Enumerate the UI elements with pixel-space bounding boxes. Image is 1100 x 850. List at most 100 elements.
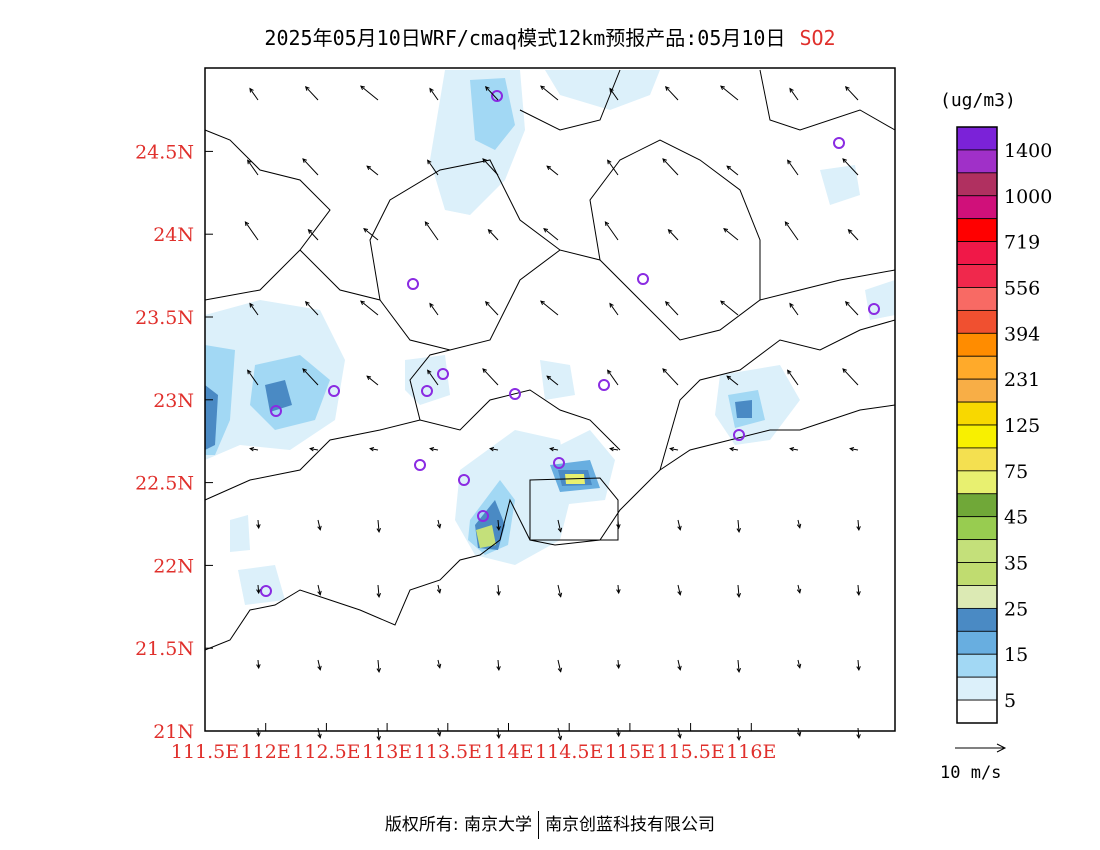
wind-arrow — [249, 303, 259, 316]
colorbar-label: 15 — [1004, 644, 1028, 666]
wind-arrow-head — [376, 593, 382, 599]
wind-arrow — [737, 727, 740, 740]
wind-arrow-head — [302, 368, 307, 373]
wind-arrow — [437, 519, 441, 528]
station-marker — [477, 510, 489, 522]
wind-arrow — [737, 519, 740, 532]
wind-arrow — [540, 85, 559, 101]
wind-arrow-head — [736, 736, 742, 742]
wind-arrow — [490, 448, 499, 451]
wind-arrow — [557, 659, 562, 672]
wind-arrow-head — [736, 668, 742, 674]
wind-arrow — [797, 584, 801, 593]
wind-arrow — [677, 659, 681, 670]
colorbar-label: 1400 — [1004, 140, 1052, 162]
wind-arrow-head — [424, 221, 430, 227]
station-marker — [598, 379, 610, 391]
wind-arrow — [730, 448, 739, 451]
wind-arrow-head — [726, 375, 732, 381]
colorbar-swatch — [956, 424, 998, 449]
wind-arrow — [662, 368, 679, 386]
colorbar-swatch — [956, 195, 998, 220]
colorbar-swatch — [956, 378, 998, 403]
wind-arrow — [850, 448, 859, 451]
wind-arrow — [430, 448, 439, 451]
wind-arrow — [787, 159, 799, 176]
wind-arrow-head — [796, 731, 802, 737]
wind-arrow-head — [607, 159, 612, 165]
colorbar-label: 125 — [1004, 415, 1040, 437]
lat-tick-label: 21.5N — [135, 638, 194, 660]
wind-arrow — [360, 300, 379, 316]
lon-tick-label: 115E — [605, 741, 655, 763]
station-markers — [260, 90, 880, 597]
wind-arrow-head — [789, 87, 794, 93]
station-marker — [491, 90, 503, 102]
colorbar-label: 5 — [1004, 690, 1016, 712]
wind-arrow-head — [557, 592, 563, 598]
wind-arrow-head — [427, 159, 432, 165]
colorbar-label: 1000 — [1004, 186, 1052, 208]
wind-arrow — [305, 301, 319, 316]
wind-arrow — [377, 727, 380, 740]
wind-arrow-head — [664, 301, 670, 306]
wind-arrow-head — [244, 221, 250, 227]
wind-arrow-head — [796, 663, 802, 669]
wind-arrow — [546, 165, 559, 176]
colorbar-swatch — [956, 332, 998, 357]
wind-arrow-head — [247, 159, 252, 165]
wind-arrow — [485, 301, 499, 316]
colorbar-label: 45 — [1004, 507, 1028, 529]
title-text: 2025年05月10日WRF/cmaq模式12km预报产品:05月10日 — [264, 26, 786, 50]
wind-arrow-head — [616, 524, 621, 530]
wind-arrow-head — [436, 663, 442, 669]
wind-arrow — [842, 368, 859, 386]
wind-arrow — [790, 448, 799, 451]
lon-tick-label: 116E — [726, 741, 776, 763]
colorbar-swatch — [956, 493, 998, 518]
wind-arrow-head — [796, 588, 802, 594]
lon-tick-label: 113.5E — [414, 741, 482, 763]
wind-arrow-head — [789, 302, 794, 308]
lat-tick-label: 23.5N — [135, 307, 194, 329]
station-marker — [833, 137, 845, 149]
wind-arrow-head — [607, 369, 612, 375]
wind-arrow — [250, 448, 259, 451]
colorbar-label: 556 — [1004, 277, 1040, 299]
longitude-axis: 111.5E 112E 112.5E 113E 113.5E 114E 114.5E 115E… — [171, 723, 776, 763]
colorbar-swatch — [956, 241, 998, 265]
wind-arrow — [784, 221, 799, 241]
wind-arrow-head — [677, 733, 682, 739]
wind-arrow-head — [787, 369, 792, 375]
colorbar-swatch — [956, 172, 998, 197]
wind-arrow — [302, 368, 319, 386]
wind-arrow-head — [429, 302, 434, 308]
lat-tick-label: 22N — [153, 555, 194, 577]
wind-arrow-head — [789, 446, 795, 452]
wind-arrow-head — [546, 375, 552, 381]
wind-arrow-head — [363, 227, 369, 233]
wind-arrow-head — [436, 523, 442, 529]
credit-left: 版权所有: 南京大学 — [384, 815, 533, 835]
wind-arrow-head — [366, 165, 372, 171]
wind-arrow — [482, 158, 499, 176]
wind-arrow — [257, 659, 260, 669]
wind-arrow-head — [609, 446, 615, 452]
wind-arrow-head — [496, 526, 501, 532]
lat-tick-label: 22.5N — [135, 473, 194, 495]
wind-arrow — [857, 659, 860, 671]
wind-arrow-head — [616, 589, 621, 595]
wind-arrow-head — [842, 158, 847, 163]
wind-arrow — [497, 519, 500, 531]
wind-arrow — [557, 584, 562, 597]
colorbar-swatch — [956, 447, 998, 472]
wind-arrow — [257, 584, 260, 594]
colorbar-swatch — [956, 516, 998, 541]
colorbar-swatch — [956, 585, 998, 609]
wind-arrow-head — [496, 734, 501, 740]
wind-arrow — [485, 86, 499, 101]
wind-arrow-head — [429, 87, 434, 93]
wind-arrow — [797, 727, 801, 736]
wind-arrow-head — [677, 525, 682, 531]
wind-arrow — [670, 448, 679, 451]
